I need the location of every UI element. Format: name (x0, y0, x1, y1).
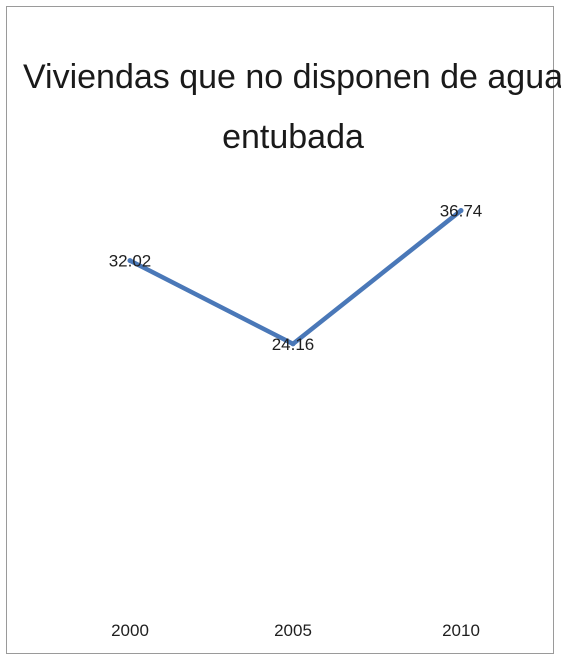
chart-title-line-1: Viviendas que no disponen de agua (23, 58, 561, 96)
data-point (458, 208, 464, 214)
data-point (290, 341, 296, 347)
data-label: 24.16 (272, 335, 315, 354)
data-labels-layer: 32.02 24.16 36.74 (109, 202, 483, 354)
series-layer (127, 208, 464, 347)
x-tick-label: 2000 (111, 621, 149, 640)
x-tick-label: 2005 (274, 621, 312, 640)
chart-title-line-2: entubada (222, 118, 364, 156)
data-label: 36.74 (440, 202, 483, 221)
data-point (127, 258, 133, 264)
chart-frame (6, 6, 554, 654)
data-label: 32.02 (109, 252, 152, 271)
x-tick-label: 2010 (442, 621, 480, 640)
x-axis-ticks: 2000 2005 2010 (111, 621, 480, 640)
series-line (127, 208, 464, 347)
